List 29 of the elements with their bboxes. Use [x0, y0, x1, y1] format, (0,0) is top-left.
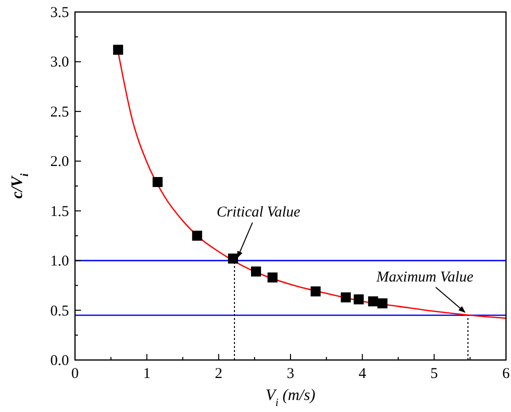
- y-tick-label: 1.5: [50, 204, 69, 220]
- point: [251, 266, 262, 277]
- y-tick-label: 0.0: [50, 353, 69, 369]
- y-tick-label: 1.0: [50, 254, 69, 270]
- y-tick-label: 2.0: [50, 154, 69, 170]
- x-tick-label: 3: [286, 366, 294, 382]
- point: [377, 298, 388, 308]
- point: [310, 286, 321, 296]
- point: [340, 292, 351, 302]
- point: [354, 294, 364, 304]
- y-tick-label: 3.0: [50, 54, 69, 71]
- point: [113, 44, 124, 55]
- y-tick-label: 3.5: [50, 5, 69, 21]
- y-tick-label: 2.5: [50, 104, 69, 120]
- point: [192, 230, 202, 241]
- x-tick-label: 5: [430, 366, 438, 382]
- y-tick-label: 0.5: [50, 303, 69, 320]
- annotation: Critical Value: [216, 204, 301, 221]
- x-tick-label: 2: [214, 366, 222, 382]
- x-tick-label: 0: [71, 366, 79, 382]
- x-tick-label: 4: [358, 366, 367, 382]
- x-tick-label: 1: [143, 366, 151, 382]
- point: [228, 254, 238, 264]
- x-tick-label: 6: [502, 366, 510, 382]
- point: [368, 296, 378, 306]
- annotation: Maximum Value: [375, 269, 474, 286]
- point: [268, 272, 278, 282]
- x-axis-title: V$_{i}$ (m/s): [266, 387, 316, 409]
- point: [152, 177, 163, 188]
